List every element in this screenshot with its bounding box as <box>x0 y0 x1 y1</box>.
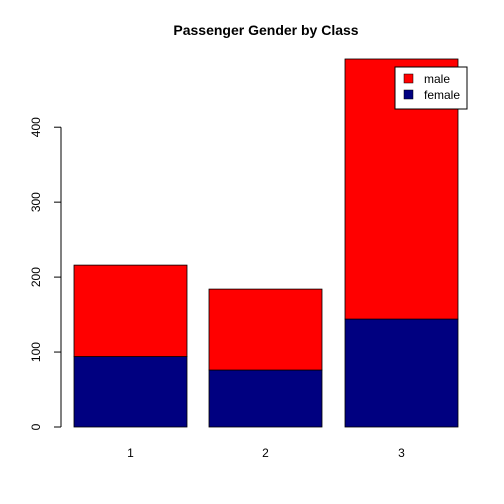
legend-label-male: male <box>424 72 450 86</box>
x-tick-label-2: 2 <box>262 446 269 460</box>
legend-label-female: female <box>424 88 460 102</box>
bar-male-class-1 <box>74 265 187 356</box>
x-axis-labels: 1 2 3 <box>127 446 405 460</box>
bar-female-class-3 <box>345 319 458 427</box>
legend: male female <box>395 67 467 109</box>
chart-title: Passenger Gender by Class <box>173 22 358 38</box>
x-tick-label-3: 3 <box>398 446 405 460</box>
y-tick-label-400: 400 <box>29 117 43 137</box>
bar-male-class-2 <box>209 289 322 370</box>
y-tick-label-0: 0 <box>29 423 43 430</box>
x-tick-label-1: 1 <box>127 446 134 460</box>
legend-swatch-male <box>404 74 413 83</box>
bars-group <box>74 59 458 427</box>
bar-female-class-1 <box>74 357 187 427</box>
y-tick-label-200: 200 <box>29 267 43 287</box>
legend-swatch-female <box>404 90 413 99</box>
bar-female-class-2 <box>209 370 322 427</box>
y-tick-label-300: 300 <box>29 192 43 212</box>
y-tick-label-100: 100 <box>29 342 43 362</box>
y-axis: 0 100 200 300 400 <box>29 117 61 430</box>
